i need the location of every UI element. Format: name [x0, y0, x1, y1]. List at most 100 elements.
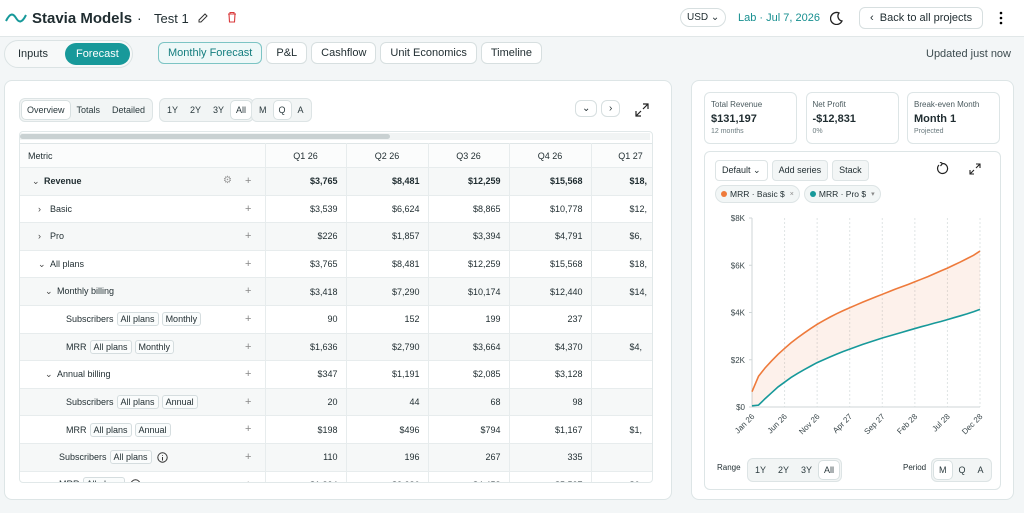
- value-cell: $10,778: [509, 195, 592, 224]
- currency-select[interactable]: USD ⌄: [680, 8, 727, 27]
- value-cell: $1,834: [265, 471, 347, 482]
- view-tab[interactable]: Cashflow: [311, 42, 377, 64]
- expand-chevron[interactable]: ›: [38, 203, 41, 214]
- add-button[interactable]: +: [245, 230, 252, 243]
- expand-icon[interactable]: [635, 103, 649, 117]
- table-row: MRR All plans Annual + $198 $496 $794 $1,167 $1,: [20, 415, 652, 444]
- table-row: MRR All plans Monthly + $1,636 $2,790 $3,664 $4…: [20, 333, 652, 362]
- table-row: › Basic + $3,539 $6,624 $8,865 $10,778 $12,: [20, 195, 652, 224]
- chart-button[interactable]: Stack: [832, 160, 869, 181]
- add-button[interactable]: +: [245, 175, 252, 187]
- back-button[interactable]: ‹ Back to all projects: [859, 7, 984, 29]
- range-button[interactable]: 2Y: [190, 105, 202, 115]
- chart-period-button[interactable]: Q: [958, 465, 966, 475]
- table-row: ⌄ Monthly billing + $3,418 $7,290 $10,174 $12,…: [20, 277, 652, 306]
- row-label: Pro: [50, 231, 65, 242]
- scrollbar: [20, 133, 650, 140]
- delete-icon[interactable]: [226, 11, 238, 24]
- expand-chevron[interactable]: ›: [38, 231, 41, 242]
- chart-button[interactable]: Add series: [771, 160, 829, 181]
- row-tag: All plans: [89, 422, 132, 437]
- view-tab[interactable]: Unit Economics: [380, 42, 477, 64]
- edit-icon[interactable]: [197, 12, 209, 24]
- add-button[interactable]: +: [245, 312, 252, 325]
- add-button[interactable]: +: [245, 423, 252, 436]
- reset-icon[interactable]: [936, 162, 949, 175]
- view-tab[interactable]: Timeline: [480, 42, 543, 64]
- collapse-chevron[interactable]: ⌄: [45, 368, 53, 379]
- menu-icon[interactable]: [998, 11, 1004, 25]
- value-cell: $4,370: [509, 333, 592, 362]
- collapse-chevron[interactable]: ⌄: [45, 286, 53, 297]
- range-button[interactable]: All: [231, 101, 252, 119]
- mode-button[interactable]: Detailed: [112, 105, 146, 115]
- add-button[interactable]: +: [245, 202, 252, 215]
- add-button[interactable]: +: [245, 479, 251, 482]
- period-button[interactable]: A: [297, 105, 304, 115]
- legend-item[interactable]: MRR · Pro $ ▾: [803, 185, 881, 203]
- mode-button[interactable]: Overview: [22, 101, 70, 119]
- range-toggle: 1Y 2Y 3Y All: [159, 98, 255, 122]
- value-cell: $2,085: [428, 360, 510, 389]
- view-tab[interactable]: P&L: [266, 42, 308, 64]
- metric-cell: ⌄ Monthly billing +: [20, 277, 266, 306]
- settings-icon[interactable]: ⚙: [223, 175, 232, 186]
- lab-date[interactable]: Lab · Jul 7, 2026: [738, 12, 820, 24]
- chart-range-button[interactable]: 3Y: [801, 465, 813, 475]
- add-button[interactable]: +: [245, 395, 252, 408]
- value-cell: $18,: [591, 167, 652, 196]
- legend-dropdown[interactable]: ▾: [871, 191, 875, 198]
- kpi-label: Total Revenue: [711, 100, 763, 109]
- collapse-chevron[interactable]: ⌄: [32, 175, 40, 186]
- range-button[interactable]: 1Y: [167, 105, 179, 115]
- kpi-card: Total Revenue $131,197 12 months: [704, 92, 797, 144]
- collapse-chevron[interactable]: ⌄: [38, 258, 46, 269]
- value-cell: 267: [428, 443, 510, 472]
- series-line: [751, 308, 981, 407]
- kpi-note: 12 months: [711, 128, 744, 135]
- prev-button[interactable]: ⌄: [575, 100, 598, 117]
- chart-button[interactable]: Default ⌄: [715, 160, 768, 181]
- legend-item[interactable]: MRR · Basic $ ×: [715, 185, 800, 203]
- row-tag: All plans: [109, 449, 152, 464]
- main-tab[interactable]: Forecast: [64, 43, 130, 65]
- chart-range-button[interactable]: All: [819, 461, 840, 479]
- add-button[interactable]: +: [245, 450, 252, 463]
- mode-button[interactable]: Totals: [76, 105, 101, 115]
- next-button[interactable]: ›: [601, 100, 621, 117]
- value-cell: $15,568: [509, 167, 592, 196]
- metric-cell: MRR All plans Monthly +: [20, 333, 266, 362]
- period-button[interactable]: Q: [273, 101, 291, 119]
- view-tab[interactable]: Monthly Forecast: [158, 42, 263, 64]
- chart-range-button[interactable]: 1Y: [755, 465, 767, 475]
- value-cell: $3,128: [509, 360, 592, 389]
- period-button[interactable]: M: [259, 105, 267, 115]
- info-icon[interactable]: [130, 479, 141, 483]
- add-button[interactable]: +: [245, 368, 252, 381]
- project-name: Test 1: [154, 11, 189, 26]
- value-cell: $2,790: [346, 333, 429, 362]
- y-tick-label: $0: [736, 403, 745, 412]
- add-button[interactable]: +: [245, 257, 252, 270]
- range-label: Range: [717, 463, 741, 472]
- info-icon[interactable]: [156, 452, 168, 463]
- add-button[interactable]: +: [245, 285, 252, 298]
- value-cell: $12,259: [428, 250, 510, 279]
- main-tab[interactable]: Inputs: [18, 48, 48, 60]
- row-tag: Annual: [134, 422, 171, 437]
- chart-button-label: Add series: [778, 165, 822, 175]
- range-button[interactable]: 3Y: [213, 105, 225, 115]
- legend-remove[interactable]: ×: [789, 190, 794, 198]
- expand-chart-icon[interactable]: [969, 163, 981, 175]
- value-cell: $5,537: [509, 471, 592, 482]
- value-cell: $1,167: [509, 415, 592, 444]
- chart-period-button[interactable]: A: [977, 465, 984, 475]
- add-button[interactable]: +: [245, 340, 252, 353]
- legend: MRR · Basic $ × MRR · Pro $ ▾: [715, 185, 881, 203]
- chart-period-button[interactable]: M: [934, 461, 952, 479]
- chart-range-button[interactable]: 2Y: [778, 465, 790, 475]
- theme-toggle[interactable]: [830, 11, 844, 25]
